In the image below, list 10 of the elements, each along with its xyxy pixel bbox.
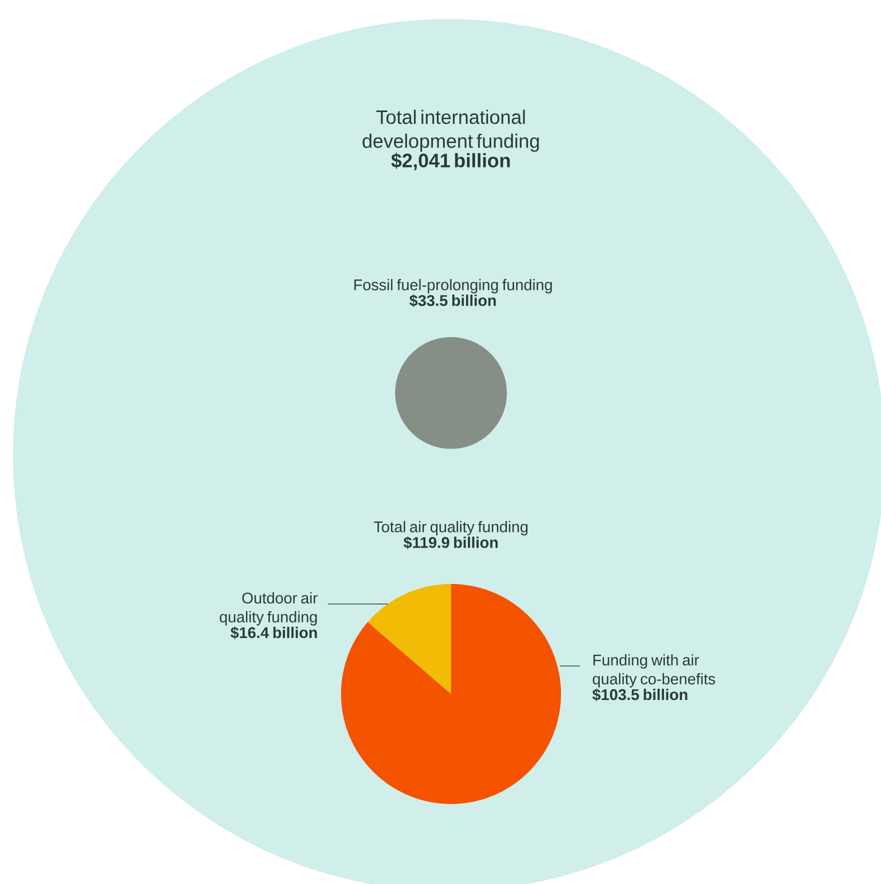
- data-label: $2,041 billion: [391, 152, 510, 170]
- chart-title: Total air quality funding: [374, 520, 528, 536]
- slice-label: Outdoor air quality funding: [220, 592, 318, 626]
- data-label: $16.4 billion: [230, 626, 317, 640]
- data-label: $33.5 billion: [409, 294, 496, 307]
- chart-subtitle: $119.9 billion: [404, 536, 498, 549]
- text: Fossil fuel-prolonging funding: [354, 279, 552, 294]
- data-label: $103.5 billion: [592, 688, 688, 702]
- text: Total international development funding: [362, 110, 539, 152]
- slice-label: Funding with air quality co-benefits: [592, 654, 716, 688]
